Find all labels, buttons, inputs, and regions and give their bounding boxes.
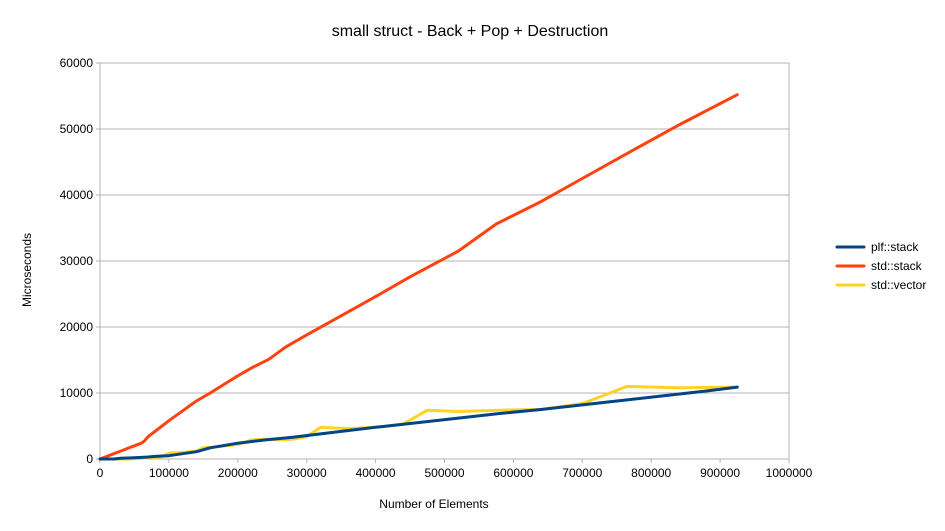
- y-tick-label: 50000: [60, 122, 94, 136]
- y-tick-label: 0: [86, 452, 93, 466]
- x-tick-label: 200000: [218, 466, 258, 480]
- y-axis-label: Microseconds: [20, 233, 34, 307]
- x-tick-label: 300000: [287, 466, 327, 480]
- legend-entry: std::stack: [871, 259, 923, 273]
- x-tick-label: 500000: [424, 466, 464, 480]
- y-tick-label: 10000: [60, 386, 94, 400]
- legend-entry: plf::stack: [871, 240, 919, 254]
- series-line-plf-stack: [98, 385, 739, 461]
- x-axis-label: Number of Elements: [379, 497, 488, 511]
- y-tick-label: 20000: [60, 320, 94, 334]
- x-tick-label: 800000: [631, 466, 671, 480]
- x-tick-label: 600000: [493, 466, 533, 480]
- x-tick-label: 700000: [562, 466, 602, 480]
- x-tick-label: 400000: [356, 466, 396, 480]
- y-axis-ticks: 0 10000 20000 30000 40000 50000 60000: [60, 56, 100, 466]
- legend-entry: std::vector: [871, 278, 926, 292]
- y-tick-label: 40000: [60, 188, 94, 202]
- x-tick-label: 0: [97, 466, 104, 480]
- series-lines: [98, 93, 739, 461]
- x-tick-label: 100000: [149, 466, 189, 480]
- x-axis-ticks: 0 100000 200000 300000 400000 500000 600000 700…: [97, 459, 813, 480]
- y-tick-label: 60000: [60, 56, 94, 70]
- y-tick-label: 30000: [60, 254, 94, 268]
- x-tick-label: 1000000: [766, 466, 813, 480]
- chart-title: small struct - Back + Pop + Destruction: [332, 23, 609, 40]
- x-tick-label: 900000: [700, 466, 740, 480]
- series-line-std-stack: [98, 93, 739, 461]
